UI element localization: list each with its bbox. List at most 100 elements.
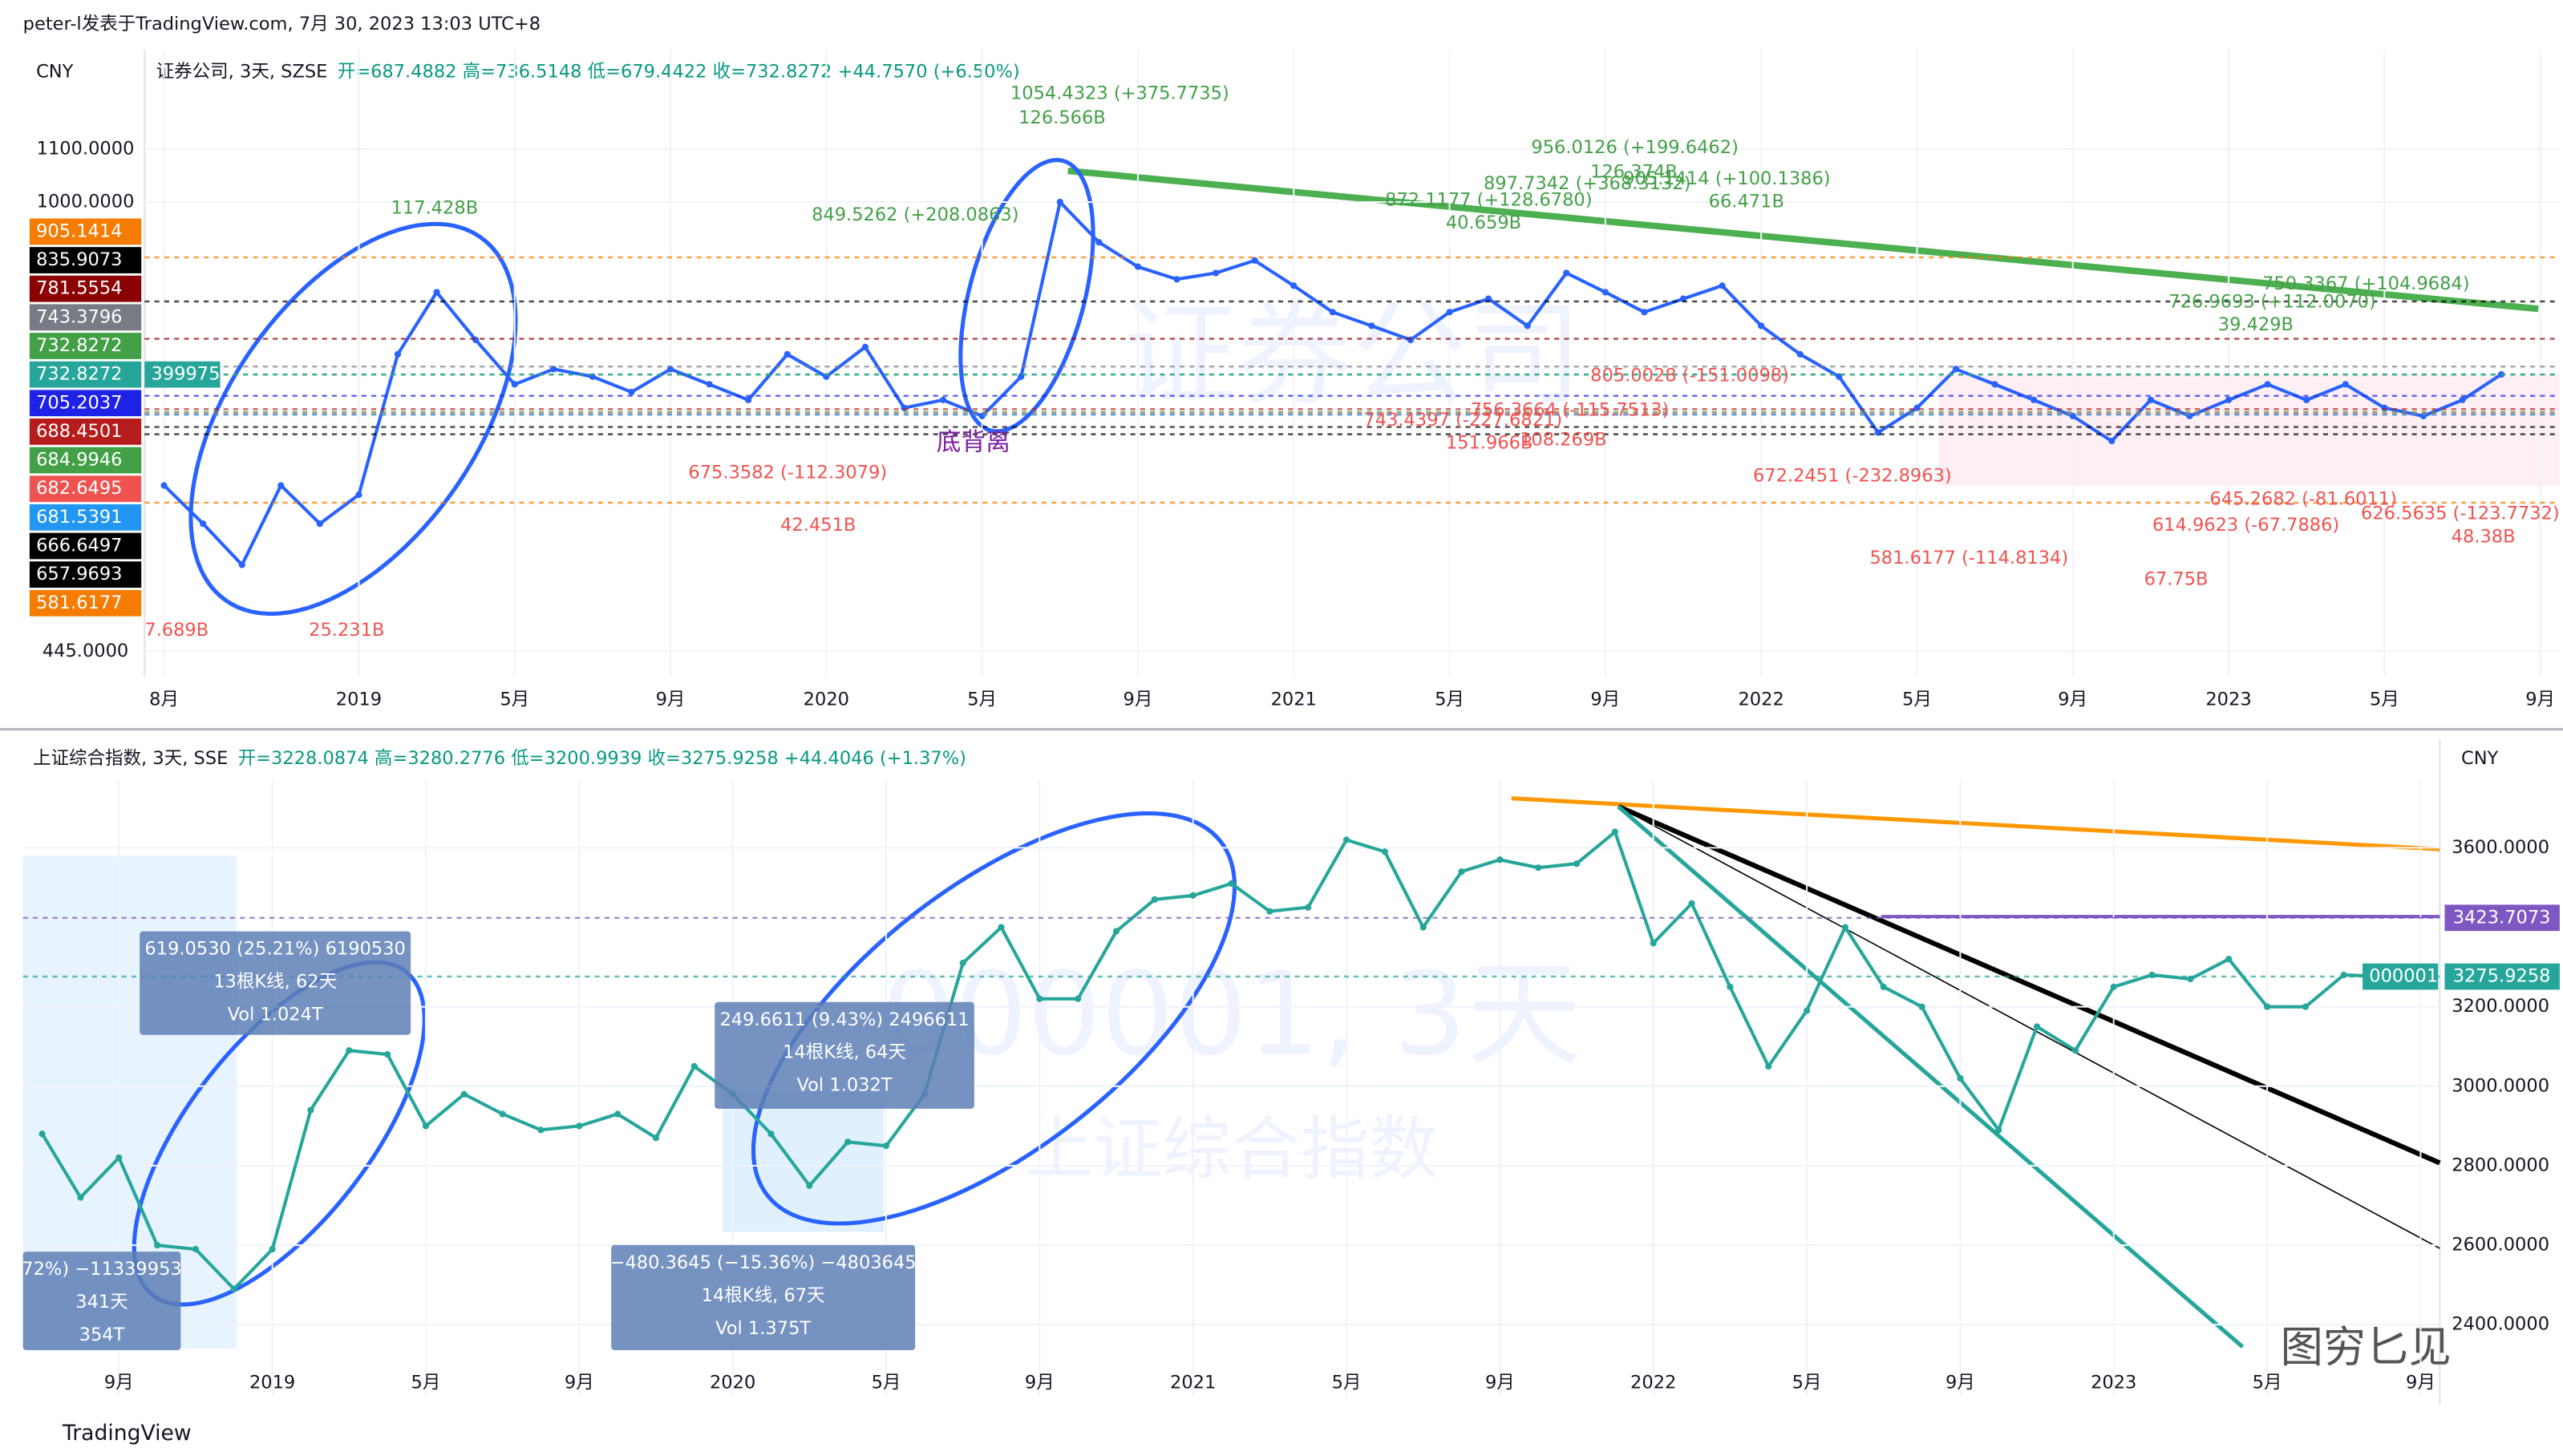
annotation: 48.38B [2452,526,2516,547]
measure-text: 354T [79,1325,125,1345]
author-line: peter-l发表于TradingView.com, 7月 30, 2023 1… [23,14,541,34]
price-point [1407,336,1415,344]
annotation: 25.231B [309,620,384,641]
hand-drawn-ellipse [958,157,1095,434]
watermark-brand: 图穷匕见 [2281,1323,2452,1373]
price-point [230,1285,237,1292]
price-point [1228,880,1235,888]
price-label-box [29,419,142,445]
price-point [355,491,362,499]
annotation: 675.3582 (-112.3079) [688,463,887,483]
price-point [1036,995,1043,1002]
x-tick-label: 9月 [2525,689,2555,710]
price-label-box [29,447,142,474]
price-point [2342,381,2349,388]
price-point [238,561,245,568]
price-point [1212,269,1220,277]
annotation: 67.75B [2144,569,2209,590]
x-tick-label: 2022 [1630,1373,1676,1393]
symbol-label: 000001 [2369,966,2438,987]
x-tick-label: 2019 [336,689,382,710]
measure-text: Vol 1.024T [228,1005,323,1025]
price-point [1841,924,1848,931]
annotation: 645.2682 (-81.6011) [2210,488,2397,509]
price-point [1446,309,1453,316]
price-point [269,1245,276,1253]
price-point [1535,864,1542,872]
x-tick-label: 5月 [872,1373,901,1393]
price-point [2071,1047,2079,1054]
price-point [2110,983,2117,990]
hand-drawn-ellipse [188,221,518,617]
y-tick-label: 3000.0000 [2452,1075,2549,1096]
annotation: 726.9693 (+112.0070) [2168,291,2375,312]
price-point [1524,322,1531,330]
symbol-watermark: 000001, 3天 [881,947,1581,1081]
symbol-watermark: 上证综合指数 [1024,1110,1438,1190]
price-point [2147,396,2154,403]
price-label: 688.4501 [36,421,122,442]
x-tick-label: 2020 [710,1373,755,1393]
price-point [783,350,791,358]
price-point [1641,309,1648,316]
price-point [959,960,966,967]
price-point [1650,940,1657,947]
price-point [277,482,285,489]
x-tick-label: 5月 [2253,1373,2282,1393]
x-tick-label: 5月 [500,689,529,710]
price-point [1803,1007,1811,1014]
price-label: 666.6497 [36,536,122,556]
measure-text: Vol 1.032T [797,1075,893,1096]
price-point [2263,1003,2271,1010]
price-label-box [29,304,142,331]
currency-label: CNY [2461,748,2499,769]
price-label: 705.2037 [36,392,122,413]
price-point [1290,282,1298,289]
x-tick-label: 9月 [1590,689,1620,710]
price-label: 657.9693 [36,564,122,584]
price-label: 684.9946 [36,450,122,471]
x-tick-label: 9月 [1025,1373,1055,1393]
annotation: 7.689B [144,620,209,641]
annotation: 108.269B [1520,430,1607,451]
price-label: 3275.9258 [2453,966,2551,987]
annotation: 42.451B [780,515,856,536]
x-tick-label: 5月 [1332,1373,1362,1393]
y-tick-label: 3600.0000 [2452,837,2549,858]
annotation: 849.5262 (+208.0863) [812,204,1018,225]
price-point [160,482,168,489]
price-point [1601,289,1609,296]
price-point [38,1130,46,1138]
x-tick-label: 2023 [2205,689,2251,710]
price-point [1991,381,1998,388]
x-tick-label: 9月 [1946,1373,1975,1393]
price-point [1727,983,1734,990]
price-point [1458,868,1465,876]
hand-drawn-ellipse [751,811,1237,1226]
trend-line [1618,806,2440,1249]
annotation: 614.9623 (-67.7886) [2152,515,2339,536]
price-point [2302,1003,2310,1010]
measure-text: 72%) −11339953 [22,1259,181,1280]
price-label: 581.6177 [36,593,122,613]
countdown: 399975 [151,364,220,385]
price-point [200,520,207,528]
price-point [1952,366,1960,373]
measure-text: 14根K线, 67天 [702,1285,825,1306]
x-tick-label: 2023 [2091,1373,2136,1393]
price-label-box [29,361,142,388]
measure-box [715,1001,974,1109]
annotation: 897.7342 (+368.3132) [1484,173,1690,194]
price-point [861,343,869,350]
annotation: 66.471B [1709,192,1784,212]
price-point [346,1047,353,1054]
range-shade [723,1092,885,1232]
price-point [1075,995,1082,1002]
price-point [1485,295,1492,302]
price-point [192,1245,200,1253]
x-tick-label: 5月 [967,689,997,710]
price-point [316,520,323,528]
price-point [511,381,518,388]
price-point [939,396,947,403]
x-tick-label: 9月 [1124,689,1153,710]
